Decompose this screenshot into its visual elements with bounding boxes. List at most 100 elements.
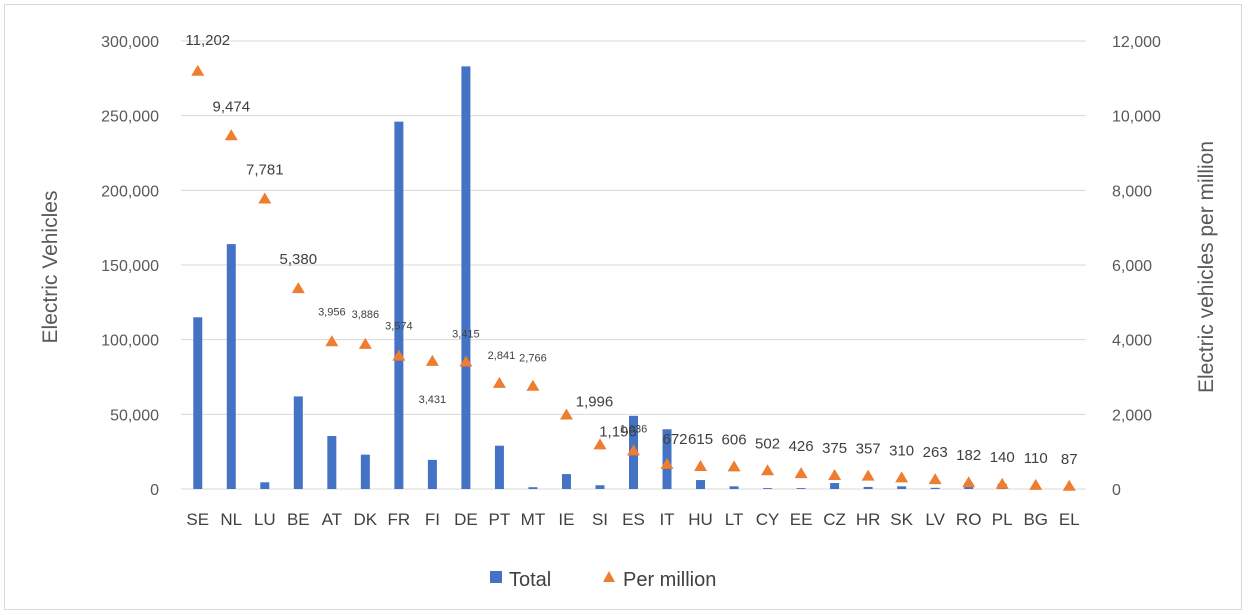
right-tick-label: 0 (1112, 482, 1121, 499)
data-label-per-million: 1,196 (599, 423, 637, 440)
bar-total (226, 244, 236, 489)
data-label-per-million: 7,781 (246, 162, 284, 179)
data-label-per-million: 615 (688, 431, 713, 448)
category-label: MT (521, 510, 546, 529)
data-label-per-million: 182 (956, 447, 981, 464)
right-tick-label: 4,000 (1112, 333, 1152, 350)
data-label-per-million: 3,431 (419, 394, 447, 406)
legend-swatch-per-million (603, 571, 615, 582)
category-label: PT (489, 510, 511, 529)
marker-per-million (794, 467, 808, 479)
data-label-per-million: 9,474 (213, 98, 251, 115)
legend: Total Per million (490, 569, 716, 591)
right-axis-title: Electric vehicles per million (1195, 141, 1218, 393)
category-label: EL (1059, 510, 1080, 529)
right-tick-label: 12,000 (1112, 34, 1161, 51)
data-label-per-million: 672 (663, 431, 688, 448)
bar-total (763, 488, 773, 489)
marker-per-million (593, 438, 607, 450)
data-label-per-million: 11,202 (185, 32, 230, 49)
bar-total (595, 485, 605, 489)
category-label: LU (254, 510, 276, 529)
marker-per-million (928, 473, 942, 485)
marker-per-million (1029, 478, 1043, 490)
legend-label-total: Total (509, 569, 551, 591)
data-label-per-million: 426 (789, 438, 814, 455)
data-label-per-million: 263 (923, 444, 948, 461)
left-tick-label: 200,000 (101, 183, 159, 200)
marker-per-million (392, 349, 406, 361)
data-label-per-million: 3,574 (385, 321, 413, 333)
marker-per-million (1062, 479, 1076, 491)
category-label: SI (592, 510, 608, 529)
marker-per-million (895, 471, 909, 483)
category-label: NL (220, 510, 242, 529)
bar-total (461, 66, 471, 490)
marker-per-million (627, 444, 640, 456)
category-label: FI (425, 510, 440, 529)
legend-swatch-total (490, 571, 502, 583)
category-label: BE (287, 510, 310, 529)
marker-per-million (224, 129, 238, 141)
data-label-per-million: 2,841 (488, 350, 516, 362)
category-label: LT (725, 510, 744, 529)
marker-per-million (727, 460, 741, 472)
category-label: AT (322, 510, 342, 529)
right-tick-label: 8,000 (1112, 183, 1152, 200)
left-tick-label: 100,000 (101, 333, 159, 350)
right-tick-label: 10,000 (1112, 109, 1161, 126)
marker-per-million (325, 335, 339, 347)
category-label: ES (622, 510, 645, 529)
bar-total (930, 487, 940, 489)
marker-per-million (258, 192, 272, 204)
left-axis-title: Electric Vehicles (39, 191, 62, 344)
data-label-per-million: 140 (990, 449, 1015, 466)
left-tick-label: 300,000 (101, 34, 159, 51)
marker-per-million (694, 460, 708, 472)
bar-total (830, 483, 840, 489)
bar-total (494, 445, 504, 489)
left-tick-label: 150,000 (101, 258, 159, 275)
category-label: CZ (823, 510, 846, 529)
data-label-per-million: 375 (822, 440, 847, 457)
category-label: IE (558, 510, 574, 529)
bar-total (561, 474, 571, 489)
bar-total (863, 486, 873, 489)
marker-per-million (962, 476, 976, 488)
bar-total (897, 486, 907, 489)
chart-frame: 11,202 9,474 7,781 5,380 3,956 3,886 3,574 3,43… (4, 4, 1242, 610)
category-label: BG (1023, 510, 1048, 529)
bar-total (293, 396, 303, 489)
data-label-per-million: 606 (722, 431, 747, 448)
marker-per-million (191, 64, 205, 76)
category-label: FR (388, 510, 411, 529)
bar-total (193, 317, 203, 489)
data-label-per-million: 110 (1024, 450, 1048, 467)
bar-total (696, 480, 706, 489)
data-labels: 11,202 9,474 7,781 5,380 3,956 3,886 3,574 3,43… (185, 32, 1077, 468)
left-tick-label: 250,000 (101, 109, 159, 126)
marker-per-million (459, 355, 473, 367)
data-label-per-million: 1,996 (576, 393, 614, 410)
category-label: PL (992, 510, 1013, 529)
marker-per-million (995, 477, 1009, 489)
bar-total (729, 486, 739, 489)
left-tick-label: 50,000 (110, 407, 159, 424)
left-axis-ticks: 0 50,000 100,000 150,000 200,000 250,000 300,0… (101, 34, 159, 499)
category-label: DK (354, 510, 378, 529)
bar-total (327, 435, 337, 489)
marker-per-million (492, 376, 506, 388)
category-axis-labels: SE NL LU BE AT DK FR FI DE PT MT IE SI ES IT HU LT CY EE CZ… (186, 510, 1079, 529)
marker-per-million (828, 469, 842, 480)
bar-total (394, 121, 404, 489)
right-tick-label: 6,000 (1112, 258, 1152, 275)
bar-total (796, 488, 806, 489)
bar-total (260, 482, 270, 489)
right-axis-ticks: 0 2,000 4,000 6,000 8,000 10,000 12,000 (1112, 34, 1161, 499)
bar-total (528, 487, 538, 489)
category-label: EE (790, 510, 813, 529)
category-label: SK (890, 510, 913, 529)
category-label: CY (756, 510, 780, 529)
left-tick-label: 0 (150, 482, 159, 499)
marker-per-million (861, 469, 875, 481)
